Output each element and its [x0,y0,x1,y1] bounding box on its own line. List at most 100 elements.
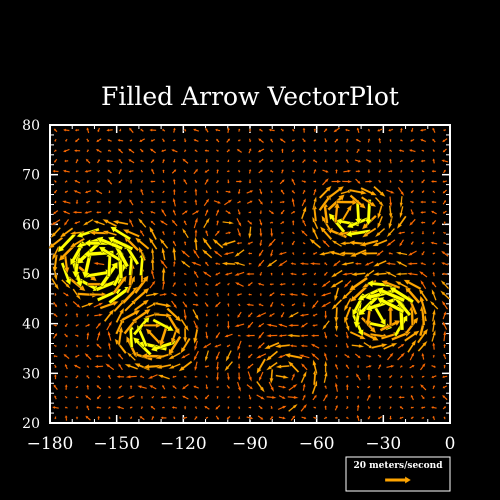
vector-arrow [257,259,265,268]
vector-arrow [101,230,118,237]
vector-arrow [124,374,138,379]
vector-arrow [161,158,166,164]
vector-arrow [313,149,317,153]
vector-arrow [183,240,188,246]
vector-arrow [310,352,320,361]
vector-arrow [205,292,209,297]
vector-arrow [222,251,234,256]
vector-arrow [344,128,350,132]
vector-arrow [183,219,188,226]
vector-arrow [343,169,352,174]
vector-arrow [421,148,425,153]
vector-arrow [170,148,179,153]
vector-arrow [410,385,414,390]
vector-arrow [300,322,309,328]
vector-arrow [407,250,418,257]
vector-arrow [255,352,267,359]
vector-arrow [140,169,144,173]
vector-arrow [334,374,339,380]
vector-arrow [442,148,448,153]
vector-arrow [96,200,102,204]
vector-arrow [215,159,220,163]
vector-arrow [224,271,233,276]
vector-arrow [388,395,393,400]
vector-arrow [140,179,144,184]
vector-arrow [236,292,243,297]
vector-arrow [204,148,210,153]
vector-arrow [115,307,125,324]
vector-arrow [96,179,101,184]
vector-arrow [246,321,254,330]
vector-arrow [248,261,252,266]
vector-arrow [204,208,209,217]
vector-arrow [93,313,104,317]
vector-arrow [399,138,404,143]
vector-arrow [237,208,242,216]
vector-arrow [442,189,448,194]
vector-arrow [172,415,177,420]
vector-arrow [330,239,343,248]
vector-arrow [154,312,173,318]
vector-arrow [367,138,371,143]
vector-arrow [269,220,274,225]
vector-arrow [291,138,296,143]
vector-arrow [269,200,274,204]
vector-arrow [308,261,321,266]
vector-arrow [96,127,101,133]
vector-arrow [121,309,141,322]
vector-arrow [172,271,177,277]
vector-arrow [277,323,288,328]
vector-arrow [431,288,437,301]
vector-arrow [213,199,222,204]
vector-arrow [345,416,350,420]
vector-arrow [287,395,300,400]
vector-arrow [211,238,224,249]
vector-arrow [311,226,319,240]
vector-arrow [75,344,79,348]
vector-arrow [236,200,242,204]
vector-arrow [220,239,236,246]
vector-arrow [193,291,199,297]
vector-arrow [431,308,436,322]
vector-arrow [223,360,234,372]
vector-arrow [442,128,447,133]
vector-arrow [53,373,58,380]
vector-arrow [376,296,405,314]
vector-arrow [300,403,308,413]
vector-arrow [257,169,264,174]
vector-arrow [182,327,188,344]
vector-arrow [356,127,360,134]
vector-arrow [128,210,134,215]
vector-arrow [265,350,279,362]
vector-arrow [280,241,285,246]
vector-arrow [334,395,339,400]
vector-arrow [248,168,252,174]
vector-arrow [388,406,393,410]
vector-arrow [291,169,296,174]
vector-arrow [247,370,253,383]
vector-arrow [183,169,187,173]
vector-arrow [442,320,448,331]
vector-arrow [85,384,90,390]
vector-arrow [323,351,328,361]
vector-arrow [112,275,127,294]
vector-arrow [257,322,265,328]
vector-arrow [220,261,236,266]
vector-arrow [117,210,123,215]
vector-arrow [140,210,145,215]
vector-arrow [312,313,318,317]
vector-arrow [291,189,296,195]
vector-arrow [139,415,146,421]
vector-arrow [64,374,69,379]
vector-arrow [214,301,222,308]
vector-arrow [440,261,449,266]
vector-arrow [95,405,102,410]
vector-arrow [60,279,72,290]
vector-arrow [171,168,177,175]
vector-arrow [160,208,167,217]
vector-arrow [85,179,90,184]
vector-arrow [237,340,242,352]
vector-arrow [277,251,287,256]
vector-arrow [215,179,220,184]
